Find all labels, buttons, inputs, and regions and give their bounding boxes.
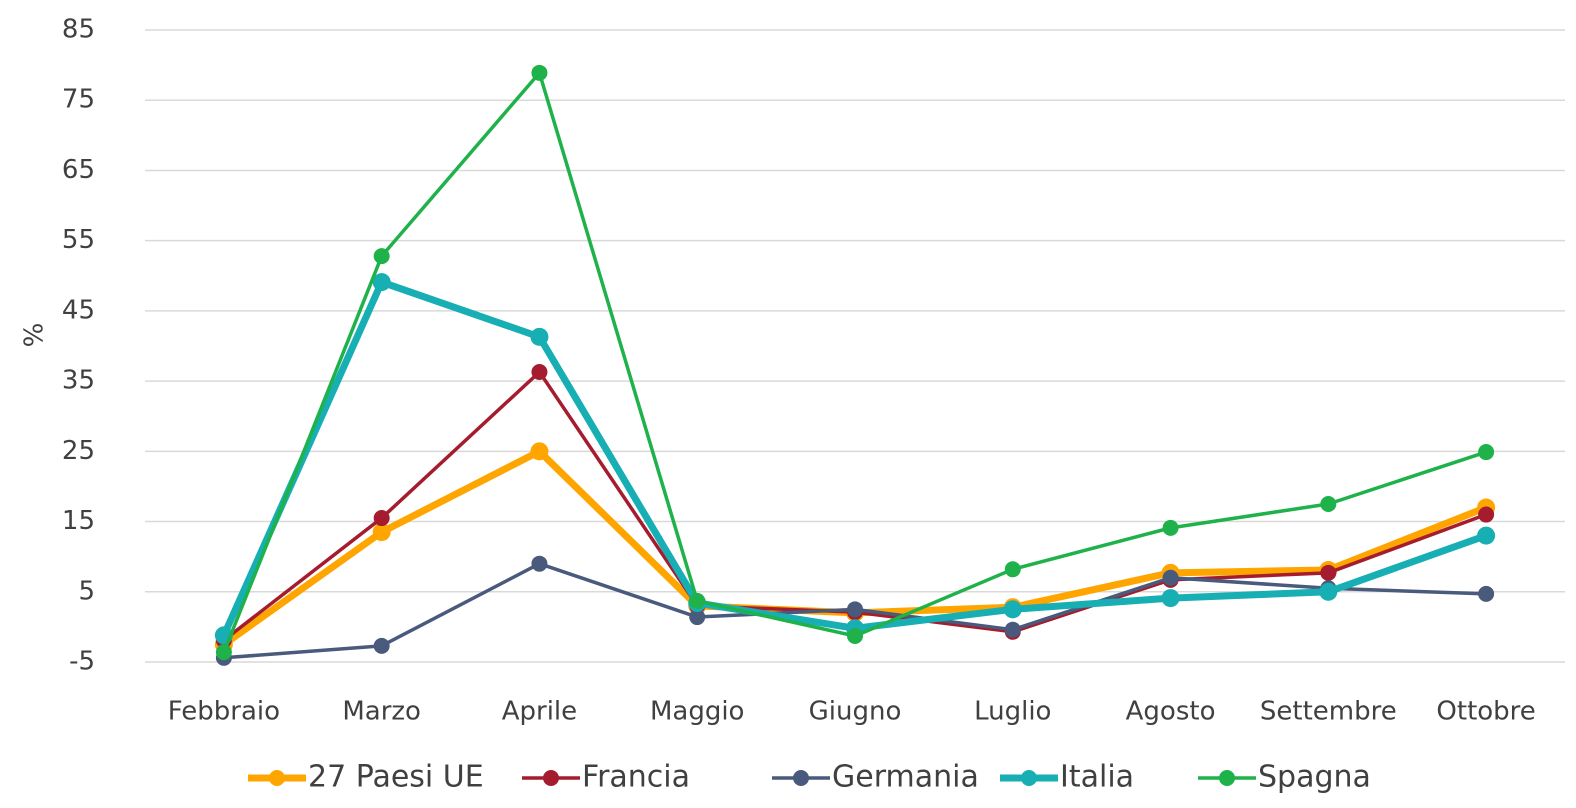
x-tick-label: Marzo [342,697,421,727]
point [1320,496,1337,512]
point [1320,564,1337,581]
x-tick-label: Agosto [1126,697,1216,727]
y-tick-label: 25 [62,436,95,466]
point [1004,621,1021,638]
y-tick-label: 5 [78,576,95,606]
point [1003,600,1022,619]
point [1162,569,1179,586]
point [1477,526,1496,545]
point [373,248,390,265]
legend-marker [1021,770,1037,786]
y-tick-label: 65 [62,155,95,185]
x-tick-label: Ottobre [1436,697,1535,727]
legend-marker [793,770,809,786]
y-tick-label: 85 [62,15,95,45]
point [531,64,548,81]
series-line [222,71,1487,653]
point [847,628,863,645]
point [215,644,232,661]
series-line [220,278,1488,637]
point [531,363,548,380]
x-tick-label: Maggio [650,697,745,727]
series-line [222,370,1487,642]
x-tick-label: Febbraio [168,697,280,727]
legend-marker [269,770,285,786]
point [531,555,548,572]
point [847,601,863,618]
legend-marker [543,770,559,786]
point [1478,444,1495,461]
legend-label: Francia [582,760,690,795]
legend-label: Germania [832,760,979,795]
x-tick-label: Giugno [809,697,902,727]
point [1478,585,1495,602]
point [689,609,706,626]
point [372,273,391,292]
y-tick-label: 35 [62,366,95,396]
legend-label: Spagna [1258,760,1371,795]
y-tick-label: -5 [69,647,95,677]
point [373,510,390,527]
y-tick-label: 55 [62,225,95,255]
point [1161,589,1180,608]
legend-label: 27 Paesi UE [308,760,484,795]
x-tick-label: Settembre [1260,697,1397,727]
point [1319,582,1338,601]
x-tick-label: Luglio [974,697,1051,727]
point [1162,519,1179,536]
point [373,637,390,654]
point [372,523,391,542]
legend-label: Italia [1060,760,1134,795]
point [689,592,706,609]
y-tick-label: 75 [62,85,95,115]
y-tick-label: 45 [62,295,95,325]
point [1478,506,1495,523]
y-tick-label: 15 [62,506,95,536]
point [1004,561,1021,578]
legend-marker [1219,770,1235,786]
y-axis-label: % [20,323,50,348]
point [530,442,549,461]
x-tick-label: Aprile [502,697,577,727]
point [530,327,549,346]
